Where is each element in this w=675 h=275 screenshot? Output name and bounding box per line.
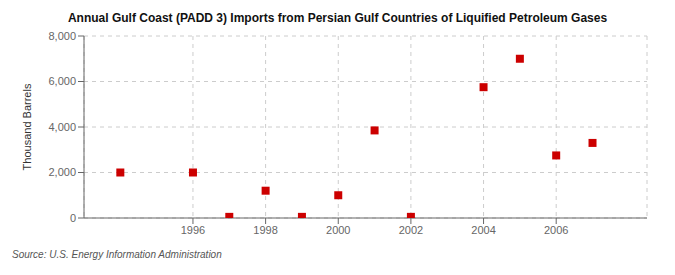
- svg-text:2004: 2004: [471, 224, 495, 236]
- html-text:Source: U.S. Energy Informatio: Source: U.S. Energy Information Administ…: [12, 249, 222, 260]
- svg-text:0: 0: [70, 212, 76, 224]
- svg-text:2,000: 2,000: [48, 166, 76, 178]
- svg-text:1998: 1998: [253, 224, 277, 236]
- svg-text:2006: 2006: [544, 224, 568, 236]
- svg-text:2000: 2000: [326, 224, 350, 236]
- svg-text:1996: 1996: [181, 224, 205, 236]
- svg-text:2002: 2002: [399, 224, 423, 236]
- html-text:Annual Gulf Coast (PADD 3) Imp: Annual Gulf Coast (PADD 3) Imports from …: [67, 11, 608, 25]
- svg-text:Thousand Barrels: Thousand Barrels: [21, 83, 33, 170]
- svg-text:8,000: 8,000: [48, 30, 76, 42]
- svg-text:4,000: 4,000: [48, 121, 76, 133]
- svg-text:6,000: 6,000: [48, 75, 76, 87]
